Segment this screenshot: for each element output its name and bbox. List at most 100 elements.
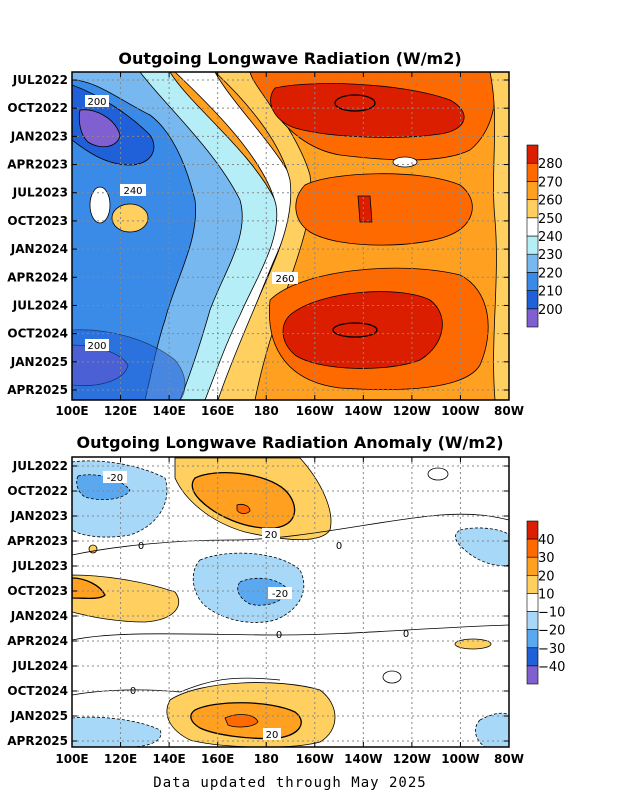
bottom-x-tick-label: 80W: [494, 752, 524, 766]
bottom-colorbar-swatch: [526, 629, 539, 649]
top-contour-pocket: [392, 156, 418, 168]
bottom-y-tick-label: OCT2024: [7, 684, 68, 698]
bottom-colorbar-swatch: [526, 575, 539, 594]
top-colorbar-swatch: [526, 272, 539, 291]
top-x-tick-label: 100W: [441, 404, 479, 418]
top-x-tick-label: 120E: [104, 404, 137, 418]
top-colorbar-swatch: [526, 199, 539, 219]
bottom-colorbar-swatch: [526, 520, 539, 540]
top-contour-label: 200: [87, 341, 106, 352]
bottom-colorbar-label: −10: [538, 606, 565, 621]
bottom-contour-label: -20: [107, 473, 123, 484]
bottom-contour-label: 0: [130, 686, 136, 697]
bottom-contour-label: 0: [336, 541, 342, 552]
top-colorbar-swatch: [526, 217, 539, 237]
bottom-x-ticks: 100E 120E 140E 160E 180 160W 140W 120W 100W 80W: [55, 457, 524, 766]
top-field-warm-pool-ring: [214, 72, 312, 400]
top-field-pocket-250: [111, 203, 149, 233]
bottom-x-tick-label: 100W: [441, 752, 479, 766]
bottom-x-tick-label: 160E: [201, 752, 234, 766]
top-y-tick-label: JUL2022: [12, 73, 68, 87]
top-x-tick-label: 180: [254, 404, 279, 418]
top-field-270b: [295, 173, 473, 246]
top-y-tick-label: APR2025: [7, 383, 68, 397]
top-contour-label: 200: [87, 97, 106, 108]
bottom-chart-title: Outgoing Longwave Radiation Anomaly (W/m…: [76, 433, 503, 452]
top-x-tick-label: 80W: [494, 404, 524, 418]
bottom-y-tick-label: OCT2022: [7, 484, 68, 498]
bottom-contour-label: 20: [265, 530, 278, 541]
top-colorbar-label: 240: [538, 230, 563, 245]
top-colorbar-label: 260: [538, 194, 563, 209]
bottom-contour-label: -20: [272, 589, 288, 600]
top-field-280a: [270, 83, 465, 138]
bottom-colorbar-label: 20: [538, 569, 555, 584]
top-chart-title: Outgoing Longwave Radiation (W/m2): [118, 49, 461, 68]
bottom-colorbar-label: −40: [538, 660, 565, 675]
top-field-200b: [78, 109, 121, 148]
bottom-y-tick-label: JAN2025: [10, 709, 68, 723]
bottom-field-neg-east-2025: [475, 712, 509, 747]
bottom-contour-labels: -20 20 0 0 -20 0 0 0 20: [103, 471, 409, 741]
bottom-colorbar: 40 30 20 10 −10 −20 −30 −40: [526, 520, 565, 685]
bottom-y-tick-label: APR2024: [7, 634, 68, 648]
bottom-contour-label: 20: [266, 730, 279, 741]
bottom-colorbar-swatch: [526, 665, 539, 685]
top-field-280b: [357, 195, 373, 223]
bottom-y-tick-label: APR2023: [7, 534, 68, 548]
top-colorbar-label: 210: [538, 285, 563, 300]
top-contour-labels: 200 240 260 200: [85, 95, 298, 352]
bottom-x-tick-label: 140W: [344, 752, 382, 766]
bottom-colorbar-label: 10: [538, 587, 555, 602]
top-colorbar-swatch: [526, 290, 539, 310]
bottom-colorbar-label: 30: [538, 551, 555, 566]
bottom-contour-zero-d: [427, 467, 449, 481]
bottom-y-ticks: JUL2022 OCT2022 JAN2023 APR2023 JUL2023 OCT20…: [7, 459, 509, 748]
bottom-plot-frame: [71, 456, 510, 748]
bottom-colorbar-swatch: [526, 647, 539, 667]
bottom-colorbar-swatch: [526, 538, 539, 558]
bottom-x-tick-label: 140E: [152, 752, 185, 766]
bottom-colorbar-swatch: [526, 593, 539, 612]
bottom-y-tick-label: JAN2024: [10, 609, 68, 623]
top-colorbar: 200 210 220 230 240 250 260 270 280: [526, 144, 563, 328]
top-y-tick-label: JUL2023: [12, 186, 68, 200]
top-y-tick-label: APR2023: [7, 158, 68, 172]
bottom-y-tick-label: JUL2022: [12, 459, 68, 473]
bottom-y-tick-label: APR2025: [7, 734, 68, 748]
top-field-pocket-240: [89, 186, 111, 224]
top-plot-frame: [71, 71, 510, 401]
top-contour-290a: [334, 94, 376, 112]
bottom-contour-label: 0: [403, 629, 409, 640]
bottom-field-pos-2022-core: [191, 472, 296, 529]
bottom-x-tick-label: 180: [254, 752, 279, 766]
bottom-y-tick-label: JUL2024: [12, 659, 68, 673]
top-y-tick-label: OCT2023: [7, 214, 68, 228]
bottom-y-tick-label: JAN2023: [10, 509, 68, 523]
top-colorbar-label: 270: [538, 175, 563, 190]
bottom-contour-label: 0: [276, 630, 282, 641]
bottom-colorbar-label: 40: [538, 533, 555, 548]
top-colorbar-label: 280: [538, 157, 563, 172]
top-colorbar-label: 230: [538, 248, 563, 263]
top-x-ticks: 100E 120E 140E 160E 180 160W 140W 120W 100W 80W: [55, 72, 524, 418]
top-y-tick-label: JAN2024: [10, 242, 68, 256]
top-colorbar-swatch: [526, 181, 539, 200]
top-colorbar-swatch: [526, 144, 539, 164]
top-x-tick-label: 100E: [55, 404, 88, 418]
top-x-tick-label: 120W: [393, 404, 431, 418]
top-colorbar-swatch: [526, 235, 539, 255]
bottom-field-neg-east-2023: [455, 527, 509, 567]
bottom-field-pos-2022-max: [236, 503, 251, 514]
top-x-tick-label: 140W: [344, 404, 382, 418]
bottom-x-tick-label: 120W: [393, 752, 431, 766]
top-field-east-edge-250: [489, 72, 509, 400]
top-y-tick-label: OCT2022: [7, 101, 68, 115]
bottom-field-pos-2023-west-core: [72, 577, 106, 600]
top-y-tick-label: OCT2024: [7, 327, 68, 341]
top-y-tick-label: JUL2024: [12, 298, 68, 312]
bottom-colorbar-swatch: [526, 611, 539, 630]
bottom-contour-zero-b: [72, 624, 509, 641]
top-x-tick-label: 160E: [201, 404, 234, 418]
